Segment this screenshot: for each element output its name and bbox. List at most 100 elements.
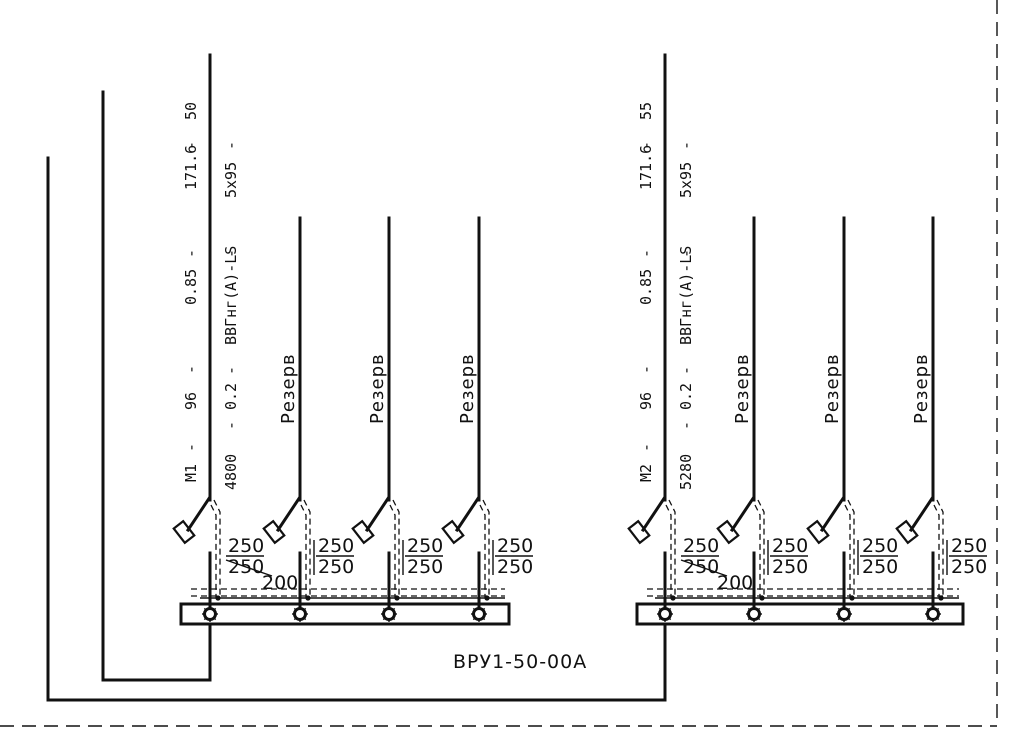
cable-spec: 0.2 <box>222 383 240 410</box>
reserve-breaker-ctrl-b <box>479 504 486 598</box>
reserve-breaker-node <box>759 595 765 601</box>
feeder-spec: 0.85 <box>182 269 200 305</box>
main-terminal-tooth <box>658 617 662 621</box>
reserve-breaker-ctrl-b <box>933 504 940 598</box>
main-breaker-blade <box>640 492 667 533</box>
main-breaker-ctrl-b <box>210 504 217 598</box>
spec-sep: - <box>182 249 200 258</box>
reserve-breaker-box <box>806 519 830 545</box>
reserve-terminal-tooth <box>936 607 940 611</box>
reserve-label: Резерв <box>278 353 299 424</box>
spec-sep: - <box>637 141 655 150</box>
reserve-breaker-box <box>716 519 740 545</box>
reserve-breaker-blade <box>908 492 935 533</box>
cable-spec: 5х95 <box>222 162 240 198</box>
spec-sep: - <box>677 366 695 375</box>
spec-sep: - <box>222 141 240 150</box>
reserve-terminal-tooth <box>847 607 851 611</box>
spec-sep: - <box>182 443 200 452</box>
reserve-breaker-ctrl-a <box>757 499 765 598</box>
main-terminal-tooth <box>658 607 662 611</box>
main-terminal <box>203 607 217 621</box>
reserve-breaker-node <box>305 595 311 601</box>
reserve-terminal-tooth <box>747 607 751 611</box>
spec-sep: - <box>222 421 240 430</box>
input-cable-2 <box>46 156 667 702</box>
reserve-breaker-ctrl-a <box>847 499 855 598</box>
reserve-terminal-tooth <box>293 617 297 621</box>
rating-slash <box>680 559 728 577</box>
reserve-rating-top: 250 <box>318 535 354 557</box>
feeder-spec: 55 <box>637 102 655 120</box>
reserve-breaker-ctrl-b <box>300 504 307 598</box>
spec-sep: - <box>677 141 695 150</box>
reserve-terminal-tooth <box>757 617 761 621</box>
reserve-breaker-ctrl-b <box>754 504 761 598</box>
main-terminal <box>658 607 672 621</box>
reserve-terminal-tooth <box>293 607 297 611</box>
reserve-rating-top: 250 <box>951 535 987 557</box>
spec-sep: - <box>182 365 200 374</box>
reserve-terminal-tooth <box>382 617 386 621</box>
reserve-terminal-tooth <box>303 617 307 621</box>
reserve-terminal-tooth <box>926 607 930 611</box>
main-terminal-tooth <box>668 607 672 611</box>
reserve-terminal-tooth <box>847 617 851 621</box>
reserve-label: Резерв <box>822 353 843 424</box>
reserve-breaker-blade <box>729 492 756 533</box>
spec-sep: - <box>637 249 655 258</box>
reserve-terminal-tooth <box>382 607 386 611</box>
spec-sep: - <box>637 443 655 452</box>
reserve-rating-top: 250 <box>407 535 443 557</box>
spec-sep: - <box>182 141 200 150</box>
reserve-breaker-ctrl-a <box>936 499 944 598</box>
feeder-spec: 171.6 <box>637 145 655 190</box>
reserve-rating-bottom: 250 <box>772 556 808 578</box>
spec-sep: - <box>222 249 240 258</box>
reserve-breaker-node <box>394 595 400 601</box>
main-terminal-tooth <box>203 607 207 611</box>
bus-bar <box>635 602 965 626</box>
main-breaker-node <box>670 595 676 601</box>
cable-spec: 0.2 <box>677 383 695 410</box>
reserve-breaker-ctrl-a <box>392 499 400 598</box>
reserve-terminal-tooth <box>482 607 486 611</box>
reserve-terminal-tooth <box>747 617 751 621</box>
reserve-terminal-tooth <box>837 617 841 621</box>
reserve-breaker-box <box>895 519 919 545</box>
reserve-rating-top: 250 <box>772 535 808 557</box>
reserve-terminal-tooth <box>392 617 396 621</box>
main-terminal-tooth <box>213 607 217 611</box>
main-terminal-tooth <box>203 617 207 621</box>
reserve-rating-bottom: 250 <box>862 556 898 578</box>
reserve-terminal-tooth <box>303 607 307 611</box>
reserve-breaker-box <box>262 519 286 545</box>
main-breaker-node <box>215 595 221 601</box>
cable-spec: 5х95 <box>677 162 695 198</box>
spec-sep: - <box>677 249 695 258</box>
reserve-terminal <box>293 607 307 621</box>
main-breaker-blade <box>185 492 212 533</box>
section-2: М2 96 0.85 171.6 55 - - - - 5280 0.2 ВВГнг(А)-LS 5х9… <box>627 53 987 626</box>
reserve-terminal <box>837 607 851 621</box>
breaker-current: 200 <box>262 572 298 594</box>
breaker-current: 200 <box>717 572 753 594</box>
reserve-breaker-node <box>484 595 490 601</box>
main-rating-top: 250 <box>683 535 719 557</box>
reserve-label: Резерв <box>732 353 753 424</box>
reserve-breaker-box <box>441 519 465 545</box>
reserve-breaker-blade <box>454 492 481 533</box>
reserve-terminal <box>472 607 486 621</box>
spec-sep: - <box>677 421 695 430</box>
reserve-breaker-ctrl-a <box>303 499 311 598</box>
main-breaker-ctrl-a <box>668 499 676 598</box>
reserve-rating-top: 250 <box>497 535 533 557</box>
reserve-breaker-node <box>938 595 944 601</box>
reserve-terminal-tooth <box>392 607 396 611</box>
